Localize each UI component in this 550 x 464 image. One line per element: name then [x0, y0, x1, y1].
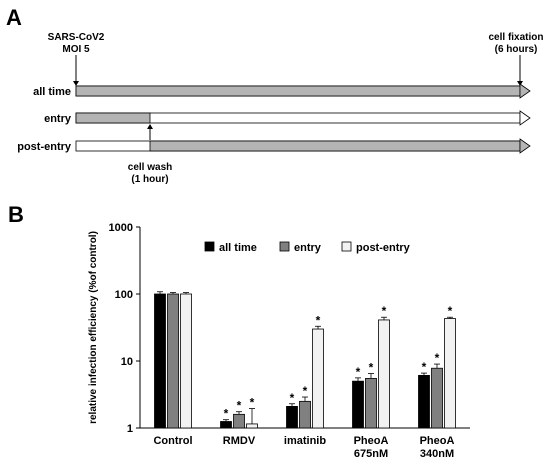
x-tick-label: PheoA: [354, 435, 389, 447]
bar-post-entry: [312, 328, 324, 429]
bar-all-time: [352, 380, 364, 429]
legend-label: entry: [294, 242, 322, 254]
timeline-row-label: all time: [33, 86, 71, 98]
bar-post-entry: [444, 318, 456, 429]
treatment-segment: [75, 112, 151, 124]
timeline-arrowhead: [519, 138, 531, 154]
significance-marker: *: [250, 396, 255, 410]
bar-all-time: [286, 406, 298, 429]
significance-marker: *: [369, 361, 374, 375]
significance-marker: *: [448, 304, 453, 318]
x-tick-label: PheoA: [420, 435, 455, 447]
panel-b-label: B: [8, 202, 24, 227]
y-tick-label: 1000: [109, 222, 133, 234]
significance-marker: *: [356, 365, 361, 379]
legend-swatch: [279, 241, 290, 252]
panel-a-label: A: [6, 5, 22, 30]
x-tick-label: Control: [153, 435, 192, 447]
wash-marker-arrowhead: [147, 124, 153, 129]
legend-label: post-entry: [356, 242, 411, 254]
y-tick-label: 10: [121, 356, 133, 368]
wash-time-label: (1 hour): [131, 174, 168, 185]
y-tick-label: 1: [127, 423, 133, 435]
bar-all-time: [154, 293, 166, 429]
bar-entry: [167, 293, 179, 429]
x-tick-label: 340nM: [420, 448, 454, 460]
bar-entry: [233, 413, 245, 429]
x-tick-label: imatinib: [284, 435, 326, 447]
legend-label: all time: [219, 242, 257, 254]
x-tick-label: 675nM: [354, 448, 388, 460]
bar-post-entry: [180, 293, 192, 429]
fixation-label: cell fixation: [488, 32, 543, 43]
timeline-arrowhead: [519, 83, 531, 99]
significance-marker: *: [382, 304, 387, 318]
x-tick-label: RMDV: [223, 435, 256, 447]
significance-marker: *: [290, 391, 295, 405]
y-tick-label: 100: [115, 289, 133, 301]
virus-label: SARS-CoV2: [48, 32, 105, 43]
significance-marker: *: [316, 313, 321, 327]
timeline-row-label: entry: [44, 113, 72, 125]
fixation-time-label: (6 hours): [495, 44, 538, 55]
legend-swatch: [341, 241, 352, 252]
fixation-arrowhead: [517, 81, 523, 86]
significance-marker: *: [303, 384, 308, 398]
treatment-segment: [75, 85, 521, 97]
bar-all-time: [220, 421, 232, 429]
significance-marker: *: [237, 399, 242, 413]
treatment-segment: [149, 140, 521, 152]
bar-all-time: [418, 374, 430, 429]
significance-marker: *: [422, 360, 427, 374]
bar-post-entry: [246, 423, 258, 429]
bar-post-entry: [378, 319, 390, 429]
wash-label: cell wash: [128, 162, 172, 173]
moi-label: MOI 5: [62, 44, 90, 55]
bar-entry: [299, 400, 311, 429]
bar-entry: [365, 377, 377, 429]
timeline-arrowhead: [519, 110, 531, 126]
y-axis-label: relative infection efficiency (%of contr…: [88, 231, 99, 424]
timeline-row-label: post-entry: [17, 141, 72, 153]
bar-entry: [431, 367, 443, 429]
virus-addition-arrowhead: [73, 81, 79, 86]
significance-marker: *: [224, 407, 229, 421]
legend-swatch: [204, 241, 215, 252]
significance-marker: *: [435, 351, 440, 365]
